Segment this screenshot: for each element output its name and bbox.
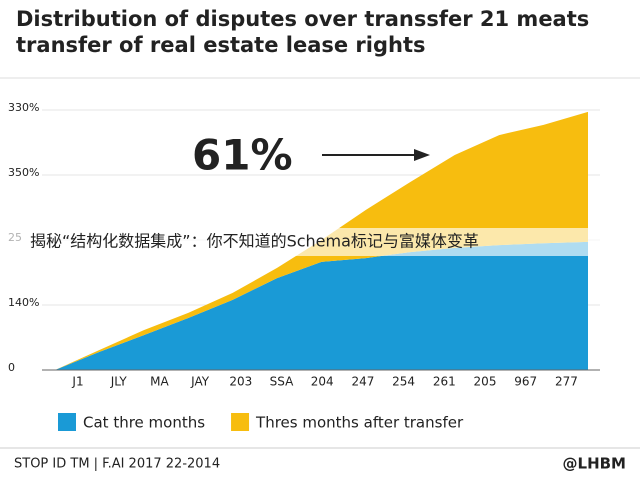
legend-swatch bbox=[231, 413, 250, 431]
x-tick-label: J1 bbox=[71, 375, 83, 389]
y-tick-label: 0 bbox=[8, 361, 15, 374]
overlay-band bbox=[0, 228, 640, 256]
x-tick-label: 254 bbox=[392, 375, 415, 389]
x-tick-label: JLY bbox=[110, 375, 128, 389]
legend-label: Cat thre months bbox=[83, 414, 205, 432]
brand: @LHBM bbox=[563, 455, 626, 473]
legend-swatch bbox=[58, 413, 76, 431]
overlay-text: 揭秘“结构化数据集成”：你不知道的Schema标记与富媒体变革 bbox=[30, 232, 479, 251]
area bbox=[55, 241, 588, 370]
x-tick-label: 261 bbox=[433, 375, 456, 389]
x-tick-label: 967 bbox=[514, 375, 537, 389]
y-tick-label: 350% bbox=[8, 166, 39, 179]
x-tick-label: SSA bbox=[270, 375, 294, 389]
chart-title: Distribution of disputes over transsfer … bbox=[16, 7, 589, 31]
legend-label: Thres months after transfer bbox=[255, 414, 464, 432]
x-tick-label: JAY bbox=[190, 375, 210, 389]
annotation: 61% bbox=[192, 131, 293, 180]
x-tick-label: 277 bbox=[555, 375, 578, 389]
x-tick-label: MA bbox=[150, 375, 169, 389]
x-tick-label: 204 bbox=[311, 375, 334, 389]
arrowhead bbox=[414, 149, 430, 161]
y-tick-label: 330% bbox=[8, 101, 39, 114]
chart-subtitle: transfer of real estate lease rights bbox=[16, 33, 426, 57]
x-tick-label: 203 bbox=[229, 375, 252, 389]
y-tick-label: 140% bbox=[8, 296, 39, 309]
x-tick-label: 205 bbox=[474, 375, 497, 389]
x-tick-label: 247 bbox=[351, 375, 374, 389]
footer: STOP ID TM | F.AI 2017 22-2014 bbox=[14, 457, 220, 472]
